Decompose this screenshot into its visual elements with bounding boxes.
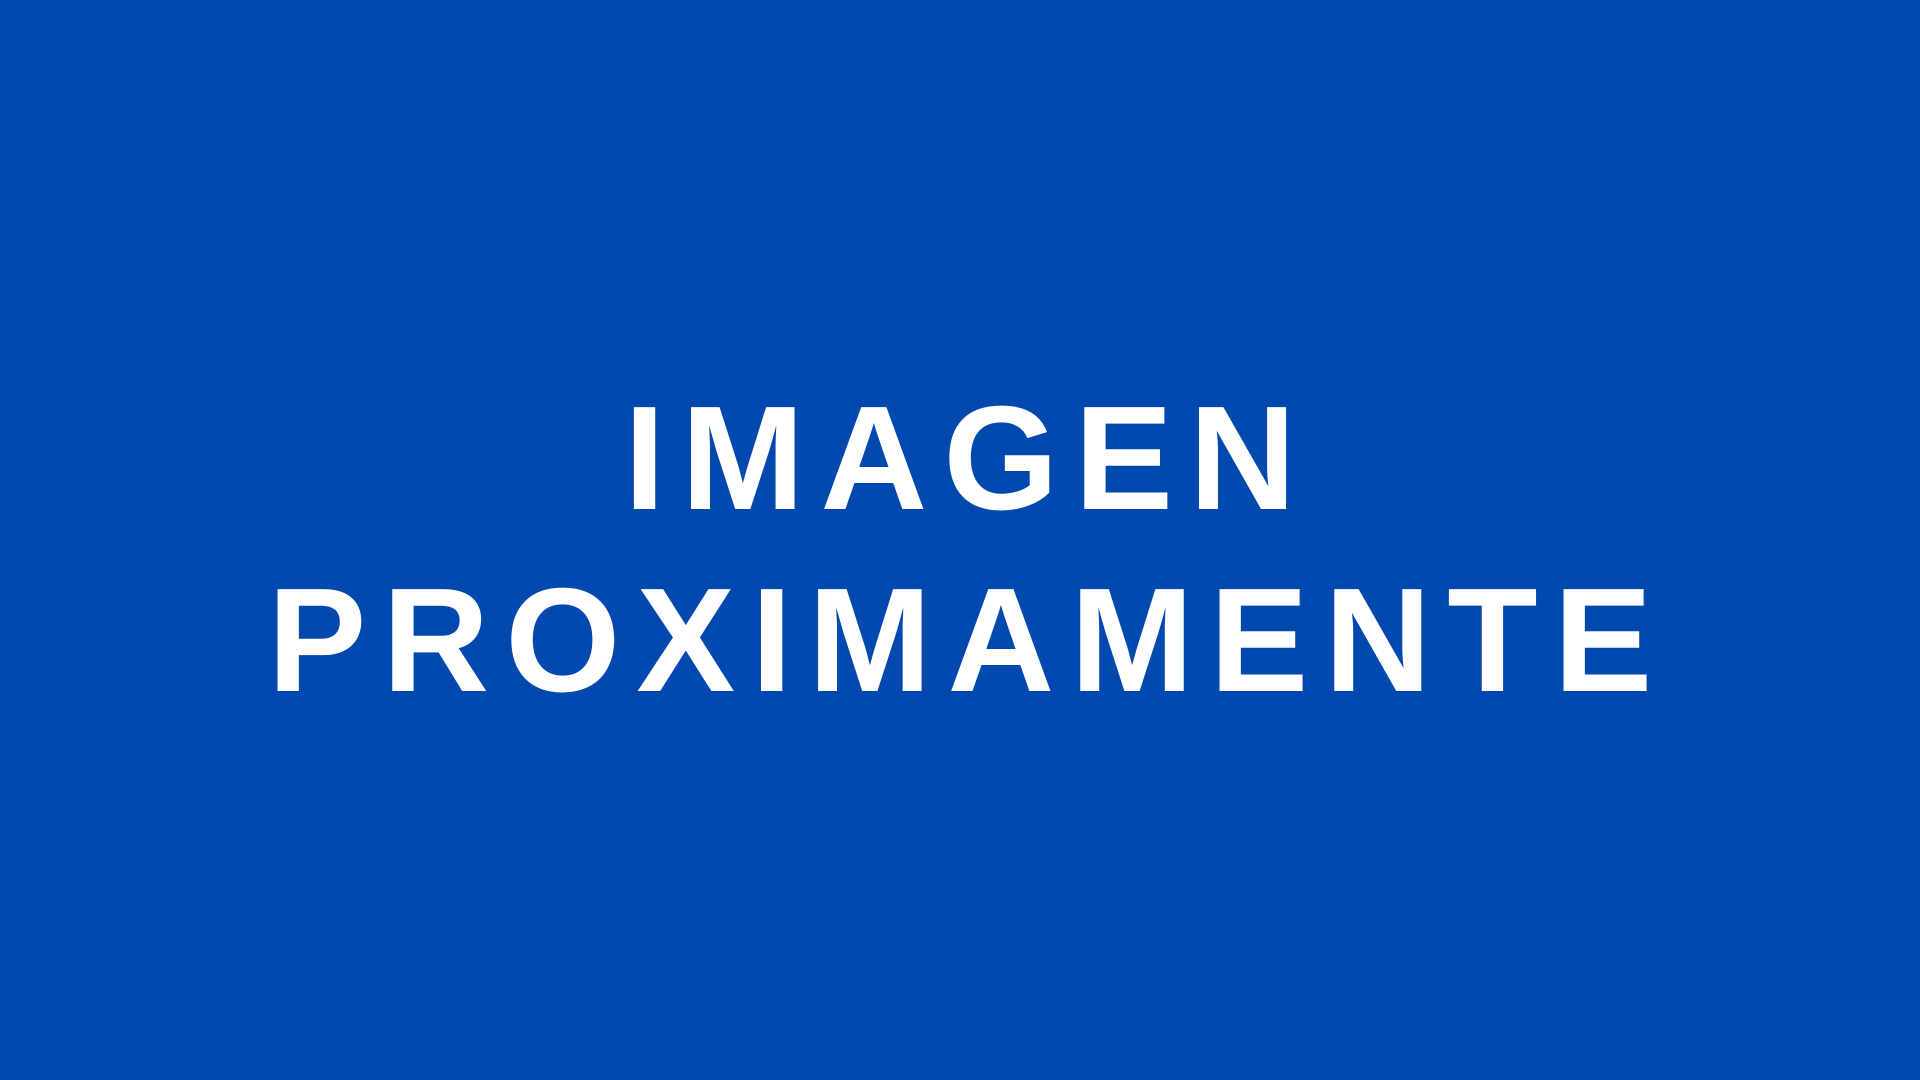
placeholder-message: IMAGEN PROXIMAMENTE [0, 368, 1920, 732]
placeholder-line-2: PROXIMAMENTE [267, 558, 1669, 723]
placeholder-line-1: IMAGEN [624, 376, 1312, 541]
